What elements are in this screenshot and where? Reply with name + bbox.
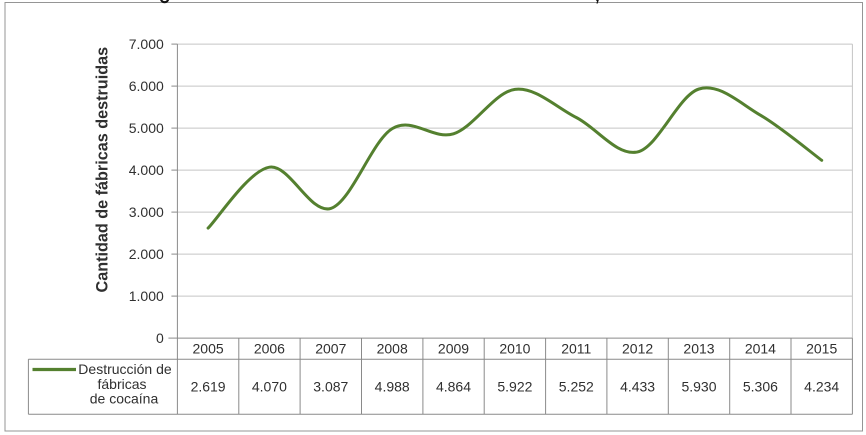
- svg-text:5.306: 5.306: [743, 378, 778, 394]
- svg-text:Cantidad de fábricas destruida: Cantidad de fábricas destruidas: [94, 47, 112, 293]
- svg-text:1.000: 1.000: [129, 288, 164, 304]
- svg-text:4.864: 4.864: [436, 378, 471, 394]
- svg-text:Destrucción de: Destrucción de: [78, 361, 172, 377]
- svg-text:5.252: 5.252: [559, 378, 594, 394]
- svg-text:2011: 2011: [561, 340, 591, 356]
- svg-text:3.000: 3.000: [129, 204, 164, 220]
- svg-text:3.087: 3.087: [313, 378, 348, 394]
- svg-text:de cocaína: de cocaína: [90, 390, 159, 406]
- svg-text:4.234: 4.234: [804, 378, 839, 394]
- svg-text:fábricas: fábricas: [97, 376, 146, 392]
- svg-text:5.922: 5.922: [497, 378, 532, 394]
- svg-text:2012: 2012: [622, 340, 653, 356]
- svg-text:4.070: 4.070: [252, 378, 287, 394]
- svg-text:2010: 2010: [499, 340, 530, 356]
- svg-text:2013: 2013: [683, 340, 714, 356]
- svg-text:2008: 2008: [377, 340, 408, 356]
- svg-text:5.000: 5.000: [129, 120, 164, 136]
- svg-text:2014: 2014: [745, 340, 776, 356]
- svg-text:2015: 2015: [806, 340, 837, 356]
- svg-text:6.000: 6.000: [129, 78, 164, 94]
- svg-text:2.000: 2.000: [129, 246, 164, 262]
- svg-text:4.988: 4.988: [375, 378, 410, 394]
- svg-text:7.000: 7.000: [129, 36, 164, 52]
- svg-text:2006: 2006: [254, 340, 285, 356]
- svg-text:2.619: 2.619: [191, 378, 226, 394]
- svg-text:4.000: 4.000: [129, 162, 164, 178]
- svg-text:2007: 2007: [315, 340, 346, 356]
- svg-text:5.930: 5.930: [681, 378, 716, 394]
- svg-text:2005: 2005: [193, 340, 224, 356]
- svg-text:0: 0: [156, 330, 164, 346]
- svg-text:2009: 2009: [438, 340, 469, 356]
- svg-text:4.433: 4.433: [620, 378, 655, 394]
